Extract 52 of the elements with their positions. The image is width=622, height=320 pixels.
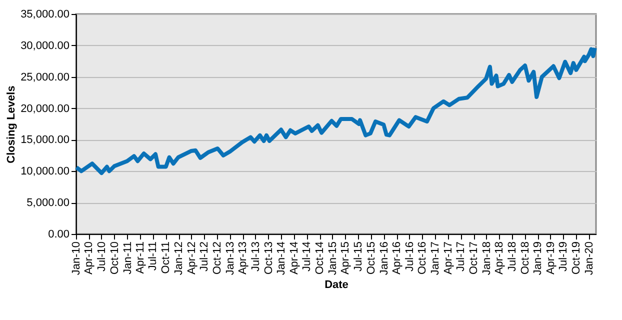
- x-tick-label: Apr-19: [544, 242, 557, 275]
- x-tick-label: Apr-14: [288, 242, 300, 275]
- x-tick-label: Jan-11: [122, 242, 134, 274]
- x-tick-label: Jul-13: [250, 242, 262, 272]
- x-tick-label: Apr-15: [340, 242, 352, 275]
- x-tick-label: Jul-19: [558, 242, 570, 272]
- y-tick-label: 20,000.00: [20, 102, 70, 115]
- x-tick-label: Apr-11: [134, 242, 146, 274]
- x-tick-label: Jan-20: [583, 242, 596, 276]
- x-tick-label: Jul-14: [301, 242, 314, 272]
- y-tick-label: 5,000.00: [26, 197, 70, 210]
- x-tick-label: Jul-15: [352, 242, 364, 272]
- x-tick-label: Jan-18: [480, 242, 493, 276]
- x-tick-label: Jul-17: [455, 242, 468, 272]
- x-tick-label: Jul-11: [147, 242, 160, 271]
- x-tick-label: Jan-13: [224, 242, 236, 276]
- x-tick-label: Oct-16: [416, 242, 429, 275]
- x-tick-label: Apr-18: [494, 242, 506, 275]
- x-tick-label: Jan-15: [326, 242, 339, 276]
- x-tick-label: Apr-10: [83, 242, 96, 275]
- x-tick-label: Apr-16: [391, 242, 404, 275]
- y-tick-label: 35,000.00: [20, 8, 70, 20]
- line-series: [74, 46, 597, 176]
- x-tick-label: Oct-13: [262, 242, 275, 275]
- x-tick-label: Jan-16: [378, 242, 390, 276]
- x-tick-label: Jan-10: [70, 242, 82, 276]
- x-tick-label: Jul-16: [404, 242, 416, 272]
- x-axis-title: Date: [324, 279, 348, 292]
- x-tick-label: Apr-13: [237, 242, 250, 275]
- x-tick-label: Jan-19: [532, 242, 544, 276]
- x-tick-label: Oct-19: [570, 242, 583, 275]
- x-tick-label: Jul-12: [198, 242, 211, 272]
- y-tick-label: 0.00: [48, 228, 70, 240]
- x-tick-label: Oct-18: [519, 242, 532, 275]
- y-tick-label: 10,000.00: [20, 166, 70, 178]
- x-tick-label: Jul-18: [506, 242, 518, 272]
- y-axis-title: Closing Levels: [6, 86, 18, 164]
- x-tick-label: Oct-10: [108, 242, 121, 275]
- y-tick-label: 15,000.00: [20, 134, 70, 146]
- y-tick-label: 30,000.00: [20, 40, 70, 52]
- x-tick-label: Jan-12: [173, 242, 186, 276]
- x-tick-label: Jan-17: [430, 242, 442, 276]
- x-tick-label: Oct-12: [212, 242, 224, 275]
- y-tick-label: 25,000.00: [20, 71, 70, 84]
- x-tick-label: Oct-14: [314, 242, 326, 275]
- x-tick-label: Oct-17: [468, 242, 480, 275]
- x-tick-label: Apr-17: [442, 242, 454, 275]
- x-tick-label: Jan-14: [276, 242, 288, 276]
- x-tick-label: Oct-15: [365, 242, 378, 275]
- x-tick-label: Oct-11: [160, 242, 172, 274]
- x-tick-label: Apr-12: [186, 242, 198, 275]
- x-tick-label: Jul-10: [96, 242, 108, 272]
